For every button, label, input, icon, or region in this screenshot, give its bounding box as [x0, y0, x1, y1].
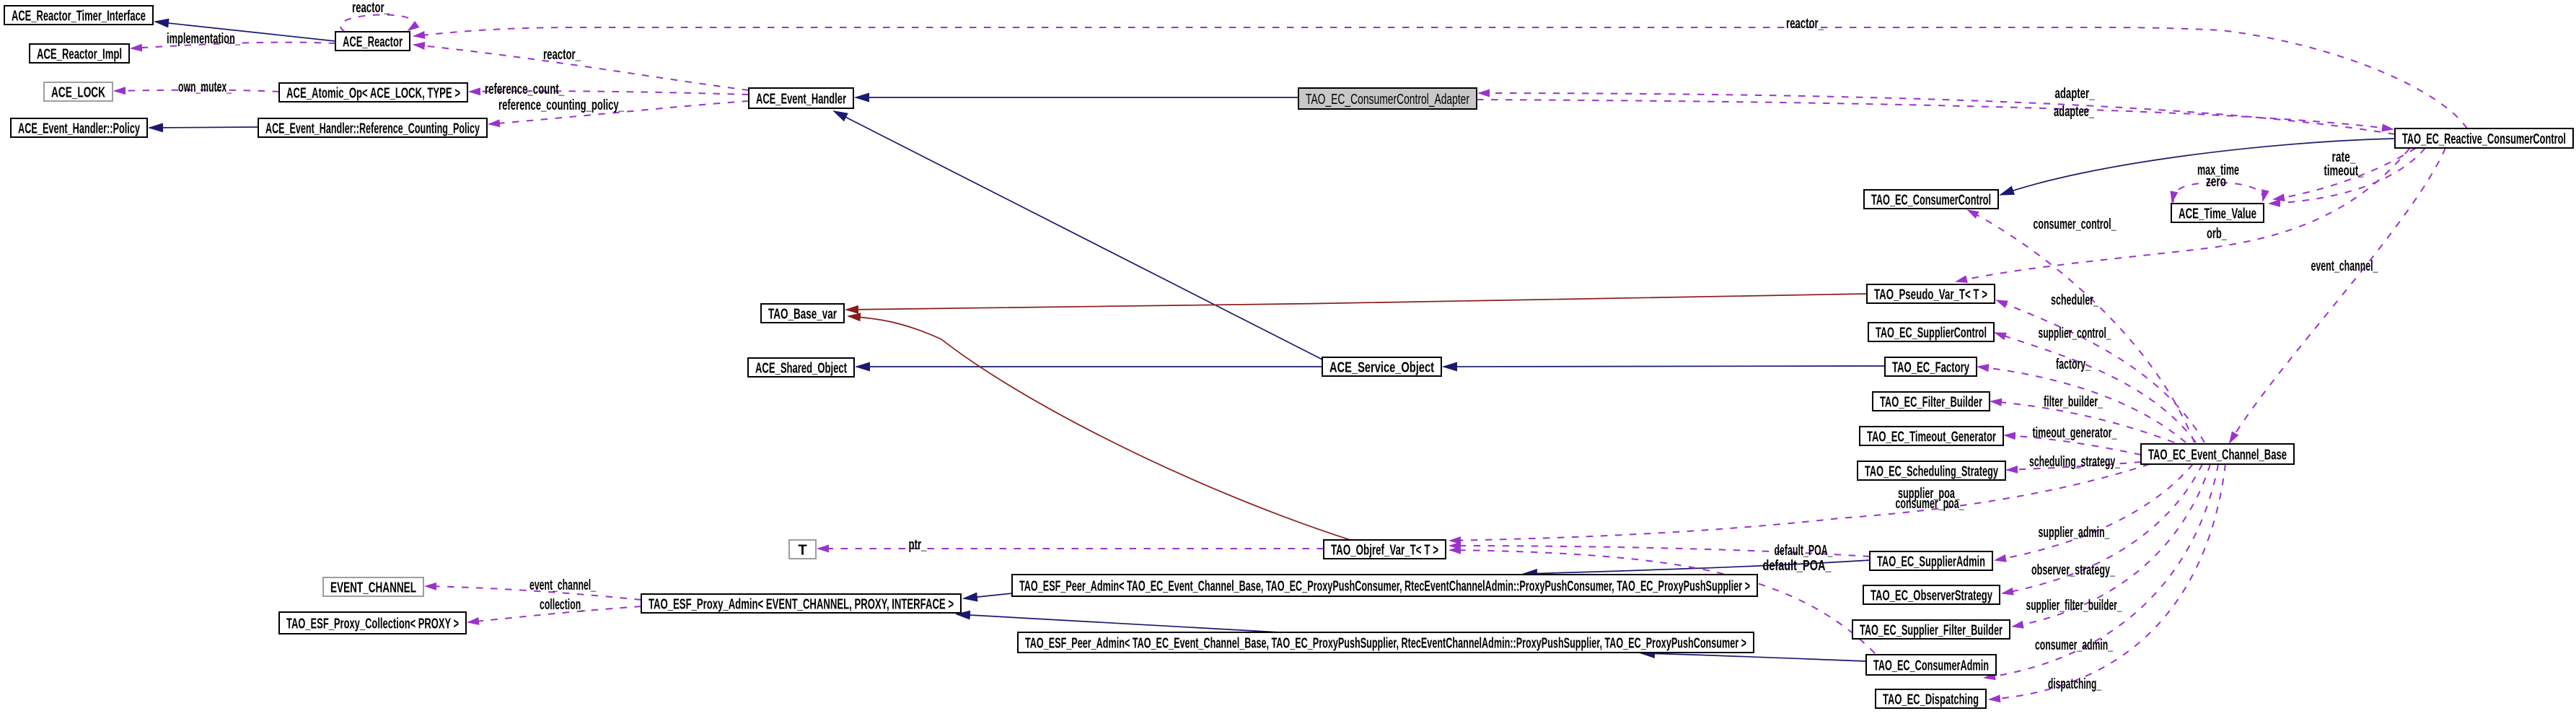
svg-text:supplier_filter_builder_: supplier_filter_builder_ — [2026, 598, 2123, 614]
svg-text:supplier_poa_: supplier_poa_ — [1898, 486, 1961, 502]
svg-text:implementation_: implementation_ — [167, 31, 241, 47]
svg-text:TAO_EC_ConsumerControl_Adapter: TAO_EC_ConsumerControl_Adapter — [1306, 92, 1469, 108]
svg-text:own_mutex_: own_mutex_ — [178, 79, 232, 95]
svg-text:reference_count_: reference_count_ — [485, 82, 565, 97]
svg-text:rate_: rate_ — [2332, 149, 2357, 165]
svg-text:reactor_: reactor_ — [1786, 16, 1824, 32]
svg-text:orb_: orb_ — [2207, 226, 2228, 242]
svg-text:ACE_Time_Value: ACE_Time_Value — [2179, 206, 2256, 222]
svg-text:ACE_Event_Handler::Reference_C: ACE_Event_Handler::Reference_Counting_Po… — [265, 121, 480, 137]
svg-text:event_channel_: event_channel_ — [529, 577, 597, 593]
svg-text:TAO_EC_SupplierAdmin: TAO_EC_SupplierAdmin — [1877, 554, 1985, 570]
svg-text:TAO_EC_Factory: TAO_EC_Factory — [1892, 360, 1970, 376]
svg-text:ACE_Reactor_Timer_Interface: ACE_Reactor_Timer_Interface — [12, 9, 146, 25]
svg-text:filter_builder_: filter_builder_ — [2044, 394, 2104, 410]
svg-text:TAO_ESF_Peer_Admin< TAO_EC_Eve: TAO_ESF_Peer_Admin< TAO_EC_Event_Channel… — [1025, 636, 1746, 652]
svg-text:observer_strategy_: observer_strategy_ — [2031, 562, 2116, 578]
svg-text:TAO_ESF_Proxy_Admin< EVENT_CHA: TAO_ESF_Proxy_Admin< EVENT_CHANNEL, PROX… — [649, 597, 954, 613]
svg-text:event_channel_: event_channel_ — [2311, 258, 2379, 274]
svg-text:EVENT_CHANNEL: EVENT_CHANNEL — [330, 580, 416, 596]
svg-text:TAO_EC_Supplier_Filter_Builder: TAO_EC_Supplier_Filter_Builder — [1860, 623, 2003, 639]
svg-text:T: T — [798, 543, 806, 559]
svg-text:factory_: factory_ — [2056, 357, 2091, 372]
svg-text:ptr_: ptr_ — [909, 537, 928, 553]
svg-text:adapter_: adapter_ — [2055, 86, 2096, 102]
svg-text:reference_counting_policy_: reference_counting_policy_ — [498, 97, 625, 113]
svg-text:dispatching_: dispatching_ — [2048, 676, 2102, 692]
svg-text:zero: zero — [2206, 174, 2226, 190]
svg-text:TAO_EC_SupplierControl: TAO_EC_SupplierControl — [1876, 326, 1987, 341]
svg-text:scheduler_: scheduler_ — [2051, 292, 2099, 308]
svg-text:ACE_LOCK: ACE_LOCK — [51, 85, 105, 101]
svg-text:scheduling_strategy_: scheduling_strategy_ — [2029, 454, 2121, 470]
svg-text:ACE_Event_Handler: ACE_Event_Handler — [756, 92, 846, 108]
svg-text:ACE_Service_Object: ACE_Service_Object — [1329, 360, 1434, 376]
svg-text:TAO_EC_Dispatching: TAO_EC_Dispatching — [1883, 692, 1979, 708]
svg-text:timeout_: timeout_ — [2324, 163, 2365, 179]
svg-text:supplier_admin_: supplier_admin_ — [2039, 525, 2111, 541]
svg-text:ACE_Reactor_Impl: ACE_Reactor_Impl — [37, 47, 122, 63]
svg-text:TAO_EC_Filter_Builder: TAO_EC_Filter_Builder — [1880, 395, 1982, 411]
svg-text:TAO_EC_ObserverStrategy: TAO_EC_ObserverStrategy — [1871, 588, 1993, 604]
svg-text:TAO_ESF_Peer_Admin< TAO_EC_Eve: TAO_ESF_Peer_Admin< TAO_EC_Event_Channel… — [1019, 579, 1750, 595]
svg-text:TAO_ESF_Proxy_Collection< PROX: TAO_ESF_Proxy_Collection< PROXY > — [286, 616, 459, 632]
svg-text:TAO_EC_Scheduling_Strategy: TAO_EC_Scheduling_Strategy — [1865, 464, 1999, 480]
svg-text:default_POA_: default_POA_ — [1775, 543, 1834, 559]
svg-text:TAO_EC_Reactive_ConsumerContro: TAO_EC_Reactive_ConsumerControl — [2402, 131, 2566, 147]
svg-text:timeout_generator_: timeout_generator_ — [2033, 425, 2118, 441]
svg-text:TAO_EC_ConsumerAdmin: TAO_EC_ConsumerAdmin — [1873, 658, 1989, 674]
svg-text:TAO_Pseudo_Var_T< T >: TAO_Pseudo_Var_T< T > — [1874, 287, 1987, 303]
svg-text:consumer_poa_: consumer_poa_ — [1896, 496, 1965, 512]
svg-text:TAO_Base_var: TAO_Base_var — [768, 307, 837, 323]
svg-text:reactor_: reactor_ — [543, 47, 581, 63]
svg-text:collection_: collection_ — [540, 597, 586, 613]
svg-text:TAO_EC_Event_Channel_Base: TAO_EC_Event_Channel_Base — [2148, 448, 2287, 463]
svg-text:consumer_control_: consumer_control_ — [2034, 217, 2117, 232]
svg-text:ACE_Reactor: ACE_Reactor — [343, 35, 403, 51]
svg-text:ACE_Event_Handler::Policy: ACE_Event_Handler::Policy — [18, 121, 141, 137]
svg-text:adaptee_: adaptee_ — [2054, 104, 2095, 120]
svg-text:ACE_Atomic_Op< ACE_LOCK, TYPE: ACE_Atomic_Op< ACE_LOCK, TYPE > — [286, 86, 460, 102]
svg-text:reactor_: reactor_ — [352, 0, 390, 16]
svg-text:consumer_admin_: consumer_admin_ — [2035, 637, 2114, 653]
svg-text:TAO_EC_Timeout_Generator: TAO_EC_Timeout_Generator — [1867, 429, 1996, 445]
svg-text:supplier_control_: supplier_control_ — [2039, 326, 2112, 341]
svg-text:default_POA_: default_POA_ — [1763, 558, 1832, 574]
svg-text:max_time: max_time — [2197, 162, 2239, 178]
svg-text:ACE_Shared_Object: ACE_Shared_Object — [755, 361, 847, 377]
svg-text:TAO_Objref_Var_T< T >: TAO_Objref_Var_T< T > — [1331, 543, 1438, 559]
svg-text:TAO_EC_ConsumerControl: TAO_EC_ConsumerControl — [1871, 193, 1991, 209]
